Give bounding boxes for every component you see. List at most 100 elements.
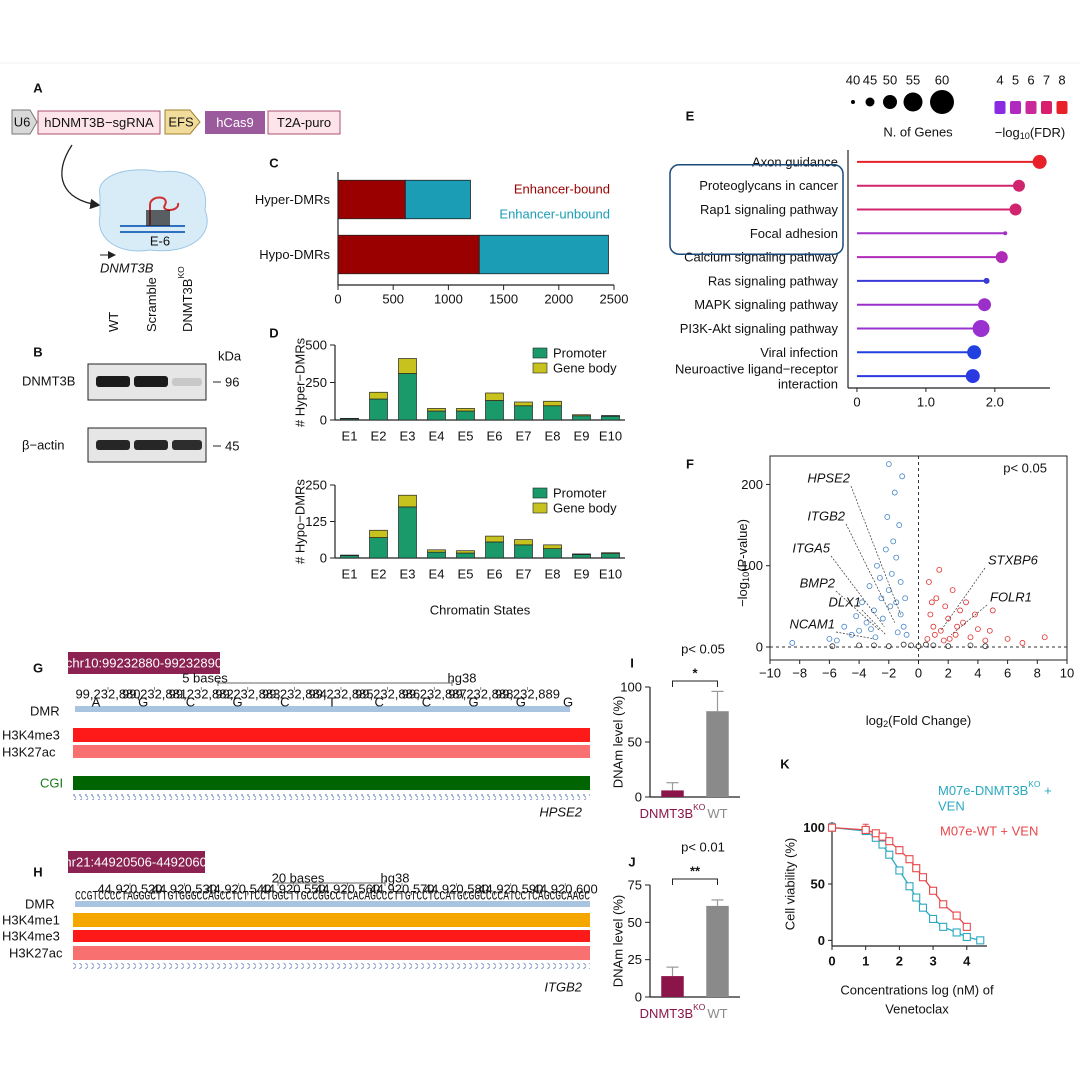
h3k27ac-bar	[73, 745, 590, 758]
category-label: Proteoglycans in cancer	[699, 178, 838, 193]
element-label: U6	[14, 115, 31, 130]
point	[912, 864, 921, 873]
track-label: H3K27ac	[2, 745, 56, 760]
panel-label: C	[269, 156, 279, 171]
base: C	[375, 695, 384, 710]
bar	[478, 234, 609, 275]
x-tick-label: 1500	[489, 292, 518, 307]
point	[868, 626, 874, 633]
bar	[427, 551, 446, 559]
point	[937, 627, 944, 634]
coordinate-label: 99,232,886	[355, 687, 420, 702]
x-tick-label-main: DNMT3B	[640, 1006, 693, 1021]
point	[894, 629, 901, 636]
color-legend-swatch	[1041, 101, 1052, 114]
y-tick-label: 500	[305, 338, 327, 353]
bar	[572, 414, 591, 417]
legend-label: VEN	[938, 799, 965, 814]
highlight-box	[669, 164, 844, 255]
annotation-label: FOLR1	[990, 590, 1032, 605]
bar	[572, 415, 591, 421]
gene-label: DNMT3B	[100, 261, 154, 276]
coordinate-label: 99,232,880	[75, 687, 140, 702]
gene-strand	[73, 963, 590, 969]
point	[905, 855, 914, 864]
bar	[485, 392, 504, 401]
color-legend-swatch	[994, 101, 1006, 114]
marker-label: 96	[225, 375, 239, 390]
base: G	[516, 695, 526, 710]
coordinate-label: 99,232,881	[122, 687, 187, 702]
point	[885, 587, 892, 594]
category-label: PI3K-Akt signaling pathway	[680, 321, 839, 336]
point	[888, 570, 895, 577]
legend-label-main: +	[1041, 783, 1052, 798]
point	[925, 579, 932, 585]
category-label: Ras signaling pathway	[708, 273, 839, 288]
y-tick-label: 250	[305, 478, 327, 493]
bar	[706, 711, 729, 797]
coordinate-label: 99,232,888	[448, 687, 513, 702]
track-g: chr10:99232880-99232890 5 bases hg38 DMR…	[2, 652, 590, 820]
lane-label: WT	[106, 312, 121, 332]
point	[962, 932, 971, 942]
x-tick-label: E5	[458, 429, 474, 444]
point	[900, 623, 907, 630]
point	[1019, 640, 1026, 646]
bar	[340, 554, 359, 557]
dot	[965, 369, 980, 384]
x-tick-label: 0	[828, 954, 835, 969]
region-label: chr21:44920506-44920602	[58, 855, 214, 870]
panel-label: F	[686, 457, 694, 472]
point	[895, 846, 904, 855]
point	[952, 911, 961, 920]
x-tick-label-main: DNMT3B	[640, 806, 693, 821]
lane-label-superscript: KO	[176, 266, 186, 279]
bar	[485, 541, 504, 559]
bar	[543, 544, 562, 550]
point	[863, 619, 870, 626]
dot	[967, 345, 982, 360]
annotation-label: ITGA5	[792, 541, 830, 556]
point	[789, 640, 796, 646]
point	[986, 627, 993, 634]
coordinate-label: 44,920,520	[97, 882, 162, 897]
y-tick-label: 50	[628, 735, 642, 750]
scale-label: 5 bases	[182, 671, 228, 686]
x-tick-label: E9	[574, 567, 590, 582]
significance-bracket	[672, 878, 718, 885]
significance-mark: **	[690, 864, 701, 879]
legend-label: M07e-WT + VEN	[940, 824, 1038, 839]
coordinate-label: 99,232,882	[169, 687, 234, 702]
x-tick-label: −4	[852, 666, 867, 681]
x-tick-label: E4	[429, 567, 445, 582]
h3k27ac-bar	[73, 946, 590, 960]
x-tick-label: E3	[400, 429, 416, 444]
unit-label: kDa	[218, 349, 242, 364]
x-tick-label: −6	[822, 666, 837, 681]
point	[954, 623, 961, 630]
y-tick-label: 0	[320, 551, 327, 566]
point	[952, 631, 959, 638]
point	[900, 641, 907, 648]
x-tick-label: E8	[545, 567, 561, 582]
size-legend-label: 45	[863, 73, 877, 88]
lane-label-main: DNMT3B	[180, 279, 195, 332]
element-label: EFS	[168, 115, 194, 130]
x-tick-label: 0	[915, 666, 922, 681]
point	[940, 637, 947, 644]
point	[890, 538, 897, 545]
bar	[398, 494, 417, 508]
point	[878, 832, 887, 841]
color-legend-swatch	[1056, 101, 1068, 114]
bar	[456, 410, 475, 421]
x-tick-label: E6	[487, 429, 503, 444]
size-legend-label: 50	[883, 73, 897, 88]
annotation-label: STXBP6	[988, 553, 1039, 568]
x-tick-label: −2	[881, 666, 896, 681]
legend-label: Promoter	[553, 486, 607, 501]
track-label: H3K4me3	[2, 929, 60, 944]
y-tick-label: 50	[628, 915, 642, 930]
panel-label: K	[780, 757, 790, 772]
gene-label: HPSE2	[539, 805, 582, 820]
